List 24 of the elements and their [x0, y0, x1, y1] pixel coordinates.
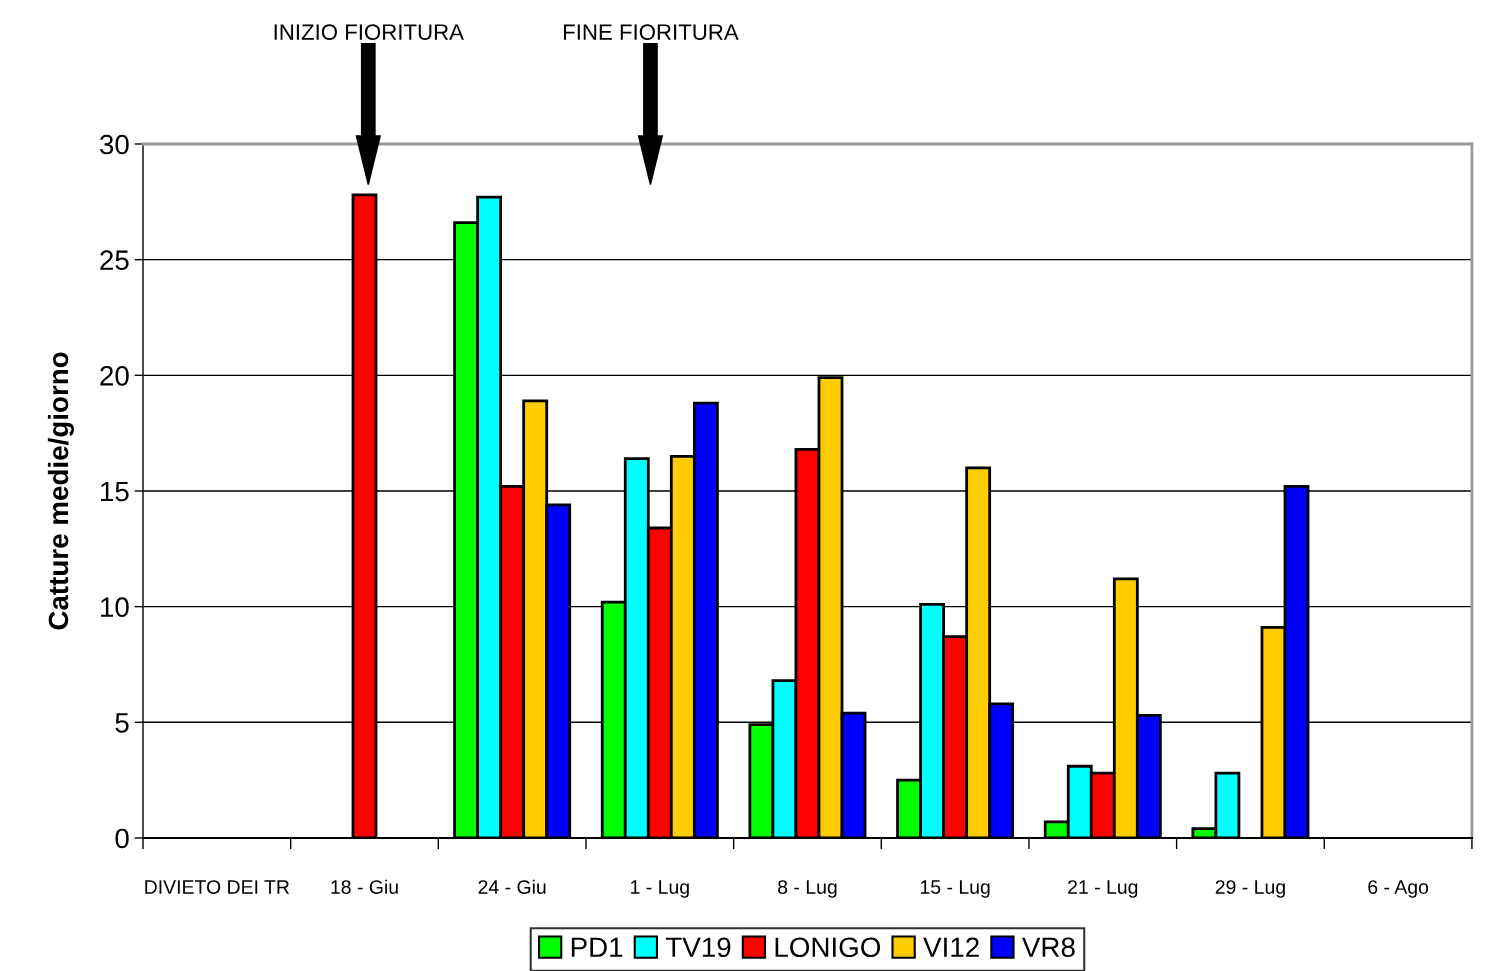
legend-label: VR8	[1021, 937, 1075, 958]
y-tick-label: 0	[115, 828, 129, 849]
text: FINE FIORITURA	[563, 24, 739, 40]
y-tick-label: 5	[115, 713, 129, 733]
x-tick-label: 6 - Ago	[1368, 880, 1429, 898]
x-tick-label: 18 - Giu	[331, 879, 398, 894]
legend-label: LONIGO	[775, 937, 881, 958]
x-tick-label: 8 - Lug	[778, 880, 837, 898]
x-tick-label: 24 - Giu	[478, 879, 546, 894]
text: INIZIO FIORITURA	[274, 24, 464, 40]
legend-label: TV19	[665, 937, 731, 958]
y-axis-title: Catture medie/giorno	[47, 352, 74, 630]
legend-label: VI12	[923, 937, 979, 957]
x-tick-label: 15 - Lug	[920, 880, 990, 898]
y-tick-label: 20	[100, 365, 129, 386]
x-tick-label: 21 - Lug	[1068, 880, 1138, 898]
x-tick-label: 29 - Lug	[1215, 880, 1285, 898]
y-tick-label: 30	[99, 134, 129, 155]
x-tick-label: 1 - Lug	[631, 880, 689, 898]
x-tick-label: DIVIETO DEI TR	[145, 880, 290, 894]
y-tick-label: 10	[101, 597, 129, 617]
y-tick-label: 25	[100, 250, 129, 270]
y-tick-label: 15	[101, 481, 129, 502]
legend-label: PD1	[571, 937, 623, 957]
